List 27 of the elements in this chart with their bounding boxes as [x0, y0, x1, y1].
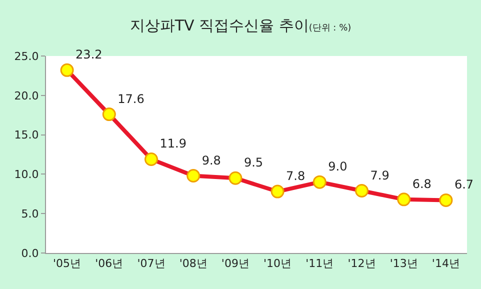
y-tick-label: 0.0: [21, 246, 39, 260]
x-tick-label: '11년: [306, 257, 334, 270]
data-label: 9.0: [328, 160, 348, 174]
data-label: 23.2: [76, 48, 102, 62]
x-tick-label: '12년: [348, 257, 376, 270]
data-label: 7.8: [286, 169, 306, 184]
data-label: 6.8: [412, 176, 432, 191]
data-label: 9.5: [244, 156, 264, 170]
x-tick-label: '08년: [179, 257, 208, 270]
x-tick-label: '09년: [221, 257, 250, 270]
y-tick-label: 25.0: [14, 50, 39, 63]
y-tick-label: 15.0: [14, 128, 39, 142]
data-label: 7.9: [370, 168, 390, 182]
data-label: 9.8: [202, 153, 221, 168]
chart-subtitle: (단위 : %): [308, 24, 352, 34]
y-tick-label: 20.0: [14, 89, 39, 102]
x-tick-label: '05년: [53, 257, 82, 270]
x-tick-label: '07년: [137, 257, 166, 270]
x-tick-label: '14년: [432, 257, 460, 270]
y-tick-label: 5.0: [21, 207, 39, 220]
y-tick-label: 10.0: [14, 168, 39, 182]
x-tick-label: '10년: [264, 257, 292, 270]
data-label: 6.7: [454, 178, 474, 192]
data-label: 17.6: [118, 92, 144, 106]
x-tick-label: '06년: [95, 257, 124, 270]
x-tick-label: '13년: [390, 257, 418, 270]
data-label: 11.9: [160, 136, 186, 151]
